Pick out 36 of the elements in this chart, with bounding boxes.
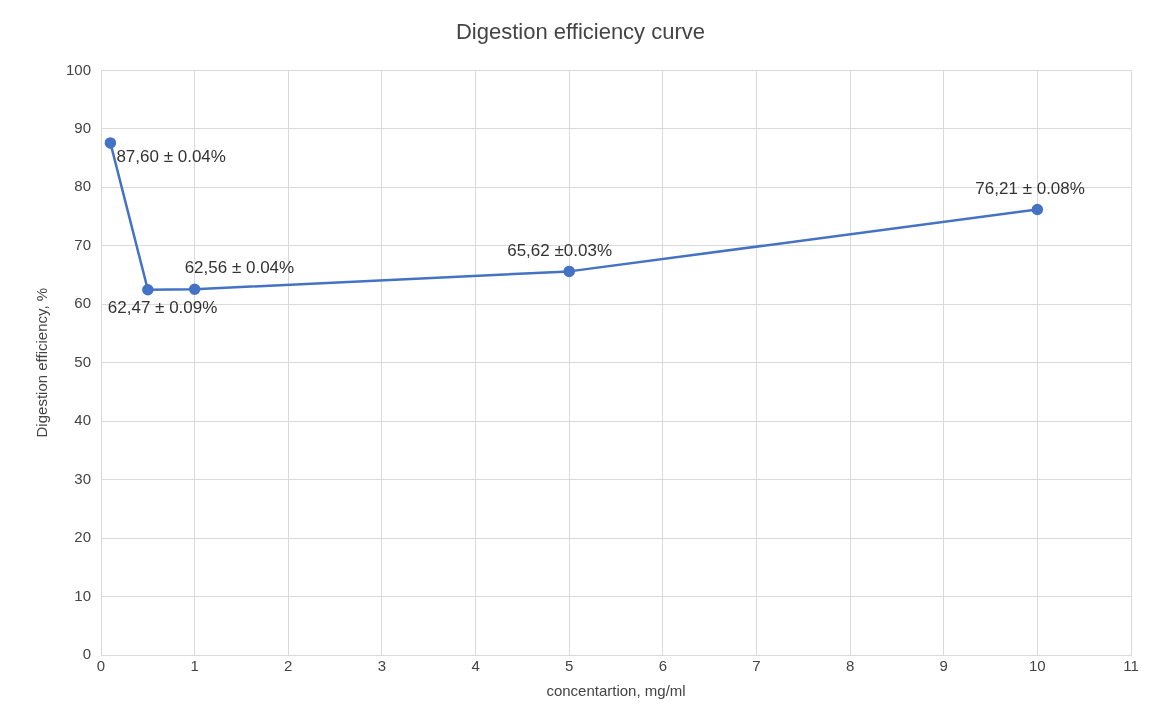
y-tick-label: 80 (74, 177, 92, 195)
x-tick-label: 0 (96, 657, 106, 675)
y-tick-label: 100 (66, 60, 92, 78)
chart-title: Digestion efficiency curve (455, 19, 706, 45)
x-tick-label: 10 (1029, 657, 1046, 675)
y-tick-label: 10 (74, 586, 92, 604)
y-tick-label: 50 (74, 352, 92, 370)
y-tick-label: 20 (74, 528, 92, 546)
data-label: 76,21 ± 0.08% (975, 178, 1085, 198)
x-axis-title: concentartion, mg/ml (546, 682, 686, 700)
data-label: 65,62 ±0.03% (507, 240, 613, 260)
point (1031, 203, 1044, 216)
y-tick-label: 70 (74, 235, 92, 253)
data-label: 62,47 ± 0.09% (107, 297, 218, 317)
x-tick-label: 8 (845, 657, 855, 675)
x-tick-label: 5 (565, 657, 574, 675)
y-tick-label: 60 (74, 294, 92, 312)
x-tick-label: 11 (1123, 657, 1139, 675)
point (563, 265, 575, 278)
point (188, 283, 201, 296)
y-tick-label: 90 (74, 119, 92, 136)
point (142, 284, 154, 296)
x-tick-label: 7 (752, 657, 761, 675)
y-tick-label: 0 (82, 645, 92, 663)
y-tick-label: 40 (74, 411, 92, 429)
x-tick-label: 1 (190, 657, 199, 675)
point (104, 137, 117, 149)
x-tick-label: 3 (377, 657, 387, 675)
y-tick-label: 30 (74, 469, 92, 487)
x-tick-label: 6 (658, 657, 667, 675)
x-tick-label: 2 (284, 657, 293, 675)
data-label: 62,56 ± 0.04% (184, 258, 295, 278)
data-label: 87,60 ± 0.04% (116, 147, 226, 167)
x-tick-label: 4 (471, 657, 480, 675)
y-axis-title: Digestion efficiency, % (33, 287, 51, 438)
x-tick-label: 9 (939, 657, 948, 675)
